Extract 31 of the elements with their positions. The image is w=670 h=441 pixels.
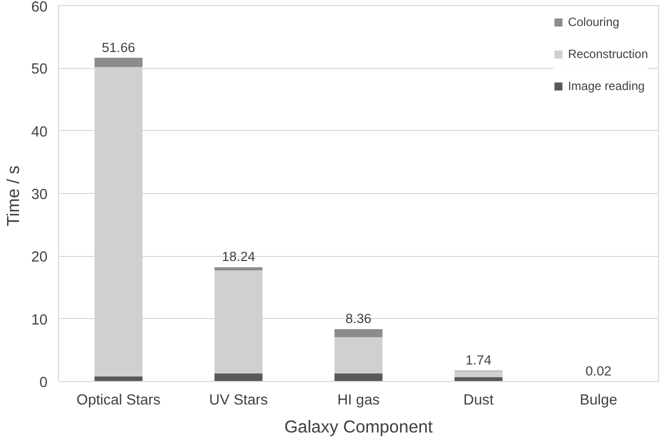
bar bbox=[94, 376, 142, 382]
y-axis-title: Time / s bbox=[3, 165, 24, 226]
total-label: 1.74 bbox=[466, 352, 492, 368]
total-label: 0.02 bbox=[586, 363, 612, 378]
legend-label: Reconstruction bbox=[568, 47, 648, 61]
y-tick-label: 30 bbox=[31, 187, 48, 203]
bar bbox=[454, 371, 502, 378]
legend-label: Image reading bbox=[568, 79, 645, 93]
x-tick-label: UV Stars bbox=[209, 392, 268, 408]
x-tick-label: Dust bbox=[463, 392, 494, 408]
bar bbox=[214, 373, 262, 382]
x-axis-title: Galaxy Component bbox=[284, 416, 433, 436]
legend-label: Colouring bbox=[568, 15, 620, 29]
y-tick-label: 10 bbox=[31, 312, 48, 328]
x-tick-label: Optical Stars bbox=[76, 392, 160, 408]
y-tick-label: 40 bbox=[31, 124, 48, 140]
total-label: 8.36 bbox=[346, 311, 372, 326]
y-tick-label: 20 bbox=[31, 250, 48, 266]
x-tick-label: HI gas bbox=[337, 392, 380, 408]
y-tick-label: 0 bbox=[39, 375, 48, 391]
x-tick-label: Bulge bbox=[580, 392, 618, 408]
total-label: 51.66 bbox=[102, 40, 136, 55]
bar bbox=[214, 267, 262, 270]
total-label: 18.24 bbox=[222, 249, 256, 264]
bar bbox=[94, 58, 142, 68]
y-tick-label: 60 bbox=[31, 0, 48, 16]
y-tick-label: 50 bbox=[31, 62, 48, 78]
bar bbox=[334, 373, 382, 382]
bar bbox=[334, 329, 382, 338]
bar bbox=[454, 377, 502, 382]
bar bbox=[334, 337, 382, 374]
